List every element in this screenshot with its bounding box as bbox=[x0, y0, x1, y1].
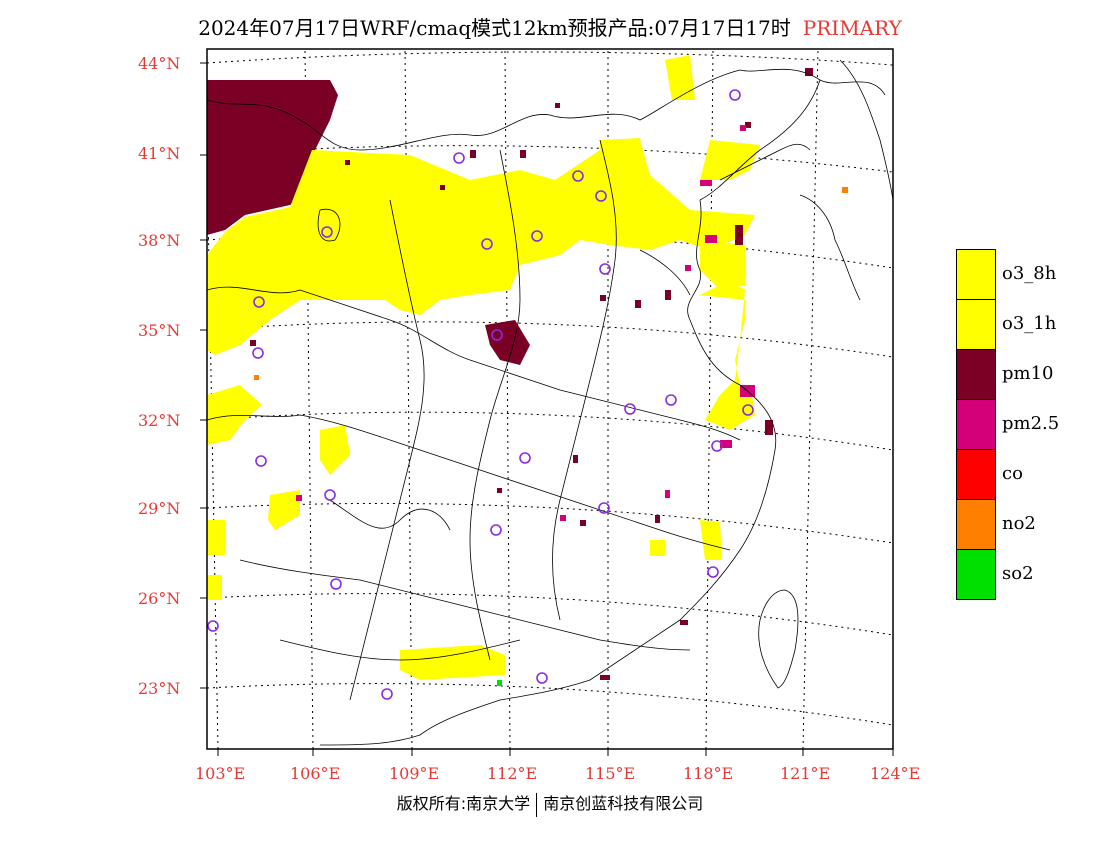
legend-swatch bbox=[956, 549, 996, 600]
legend-label: pm2.5 bbox=[1002, 413, 1060, 434]
lon-label-121e: 121°E bbox=[780, 764, 831, 783]
lon-label-115e: 115°E bbox=[585, 764, 636, 783]
ozone-regions bbox=[207, 55, 760, 680]
lon-label-124e: 124°E bbox=[870, 764, 921, 783]
copyright-footer: 版权所有:南京大学 南京创蓝科技有限公司 bbox=[0, 790, 1100, 817]
lon-label-103e: 103°E bbox=[195, 764, 246, 783]
legend-swatch bbox=[956, 349, 996, 400]
lat-label-26n: 26°N bbox=[138, 589, 181, 608]
legend-label: pm10 bbox=[1002, 363, 1054, 384]
map-frame bbox=[206, 48, 894, 750]
lat-label-29n: 29°N bbox=[138, 499, 181, 518]
legend-swatch bbox=[956, 499, 996, 550]
legend-swatch bbox=[956, 299, 996, 350]
title-main: 2024年07月17日WRF/cmaq模式12km预报产品:07月17日17时 bbox=[198, 16, 791, 40]
pm10-hotspots bbox=[250, 68, 813, 680]
pm10-region-northwest bbox=[207, 80, 338, 235]
no2-hotspot bbox=[842, 187, 848, 193]
legend-label: so2 bbox=[1002, 563, 1034, 584]
lon-label-112e: 112°E bbox=[487, 764, 538, 783]
legend-swatch bbox=[956, 399, 996, 450]
lat-label-44n: 44°N bbox=[138, 54, 181, 73]
lat-label-32n: 32°N bbox=[138, 411, 181, 430]
province-boundaries bbox=[207, 68, 886, 746]
footer-divider bbox=[536, 792, 538, 817]
legend-swatch bbox=[956, 449, 996, 500]
taiwan-outline bbox=[758, 589, 799, 689]
title-tag: PRIMARY bbox=[802, 16, 902, 40]
lat-label-38n: 38°N bbox=[138, 231, 181, 250]
lat-label-41n: 41°N bbox=[138, 144, 181, 163]
lat-label-35n: 35°N bbox=[138, 321, 181, 340]
map-title: 2024年07月17日WRF/cmaq模式12km预报产品:07月17日17时 P… bbox=[0, 12, 1100, 41]
legend-label: o3_1h bbox=[1002, 313, 1057, 334]
lon-label-106e: 106°E bbox=[290, 764, 341, 783]
axis-ticks bbox=[200, 62, 894, 756]
legend-swatch bbox=[956, 249, 996, 300]
northeast-coast bbox=[839, 59, 893, 201]
lat-label-23n: 23°N bbox=[138, 679, 181, 698]
lon-label-109e: 109°E bbox=[389, 764, 440, 783]
legend-label: no2 bbox=[1002, 513, 1036, 534]
copyright-right: 南京创蓝科技有限公司 bbox=[543, 794, 704, 813]
so2-hotspot bbox=[497, 680, 502, 686]
station-markers bbox=[207, 89, 754, 700]
copyright-left: 版权所有:南京大学 bbox=[396, 794, 531, 813]
legend-label: co bbox=[1002, 463, 1023, 484]
lon-label-118e: 118°E bbox=[683, 764, 734, 783]
legend-label: o3_8h bbox=[1002, 263, 1057, 284]
korea-coast bbox=[799, 194, 861, 301]
bohai-coast bbox=[719, 143, 811, 181]
no2-hotspot bbox=[254, 375, 259, 380]
